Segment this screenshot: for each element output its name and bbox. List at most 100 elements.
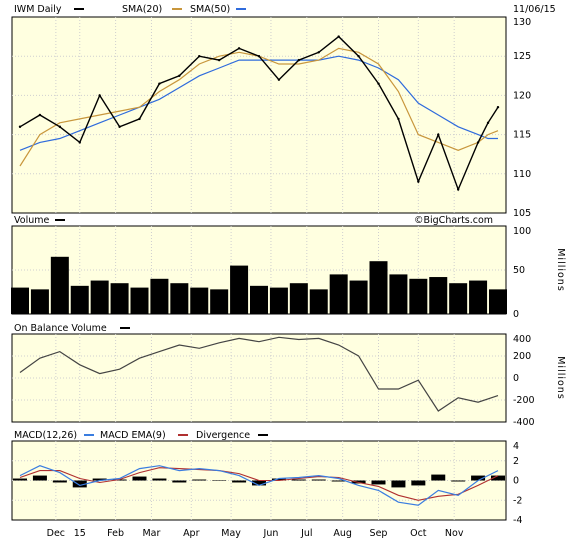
price-point-23 (476, 141, 480, 144)
divergence-bar-13 (271, 478, 286, 481)
volume-bar-19 (389, 274, 408, 314)
ytick-obv-4: 400 (513, 334, 531, 345)
price-point-6 (138, 117, 141, 121)
xtick-8: Aug (333, 528, 352, 539)
ytick-obv-0: -400 (513, 417, 535, 428)
price-point-2 (58, 125, 62, 128)
volume-bar-15 (309, 289, 328, 314)
volume-bar-22 (449, 283, 468, 314)
price-point-22 (456, 188, 460, 191)
sma50-label: SMA(50) (190, 4, 230, 15)
price-point-12 (257, 55, 261, 58)
price-point-21 (437, 133, 440, 136)
volume-bar-3 (70, 285, 89, 314)
price-point-5 (118, 125, 121, 128)
obv-line (19, 336, 499, 412)
ytick-volume-2: 100 (513, 226, 531, 237)
divergence-bar-1 (32, 475, 47, 481)
volume-bar-16 (329, 274, 348, 314)
volume-bar-4 (90, 280, 109, 314)
ytick-macd-2: 0 (513, 476, 519, 487)
macd-label: MACD(12,26) (14, 430, 77, 441)
macd-legend-swatch (84, 434, 94, 436)
volume-label: Volume (14, 215, 49, 226)
macd-ema-legend-swatch (178, 434, 188, 436)
volume-bar-11 (230, 265, 249, 314)
ytick-obv-3: 200 (513, 351, 531, 362)
obv-unit-label: Millions (555, 356, 566, 400)
price-point-3 (78, 141, 81, 144)
obv-label: On Balance Volume (14, 323, 107, 334)
divergence-bar-7 (152, 478, 167, 481)
price-point-9 (198, 55, 201, 58)
xtick-1: 15 (74, 528, 86, 539)
volume-bar-13 (269, 287, 288, 314)
ytick-macd-0: -4 (513, 515, 522, 526)
volume-bar-12 (250, 285, 268, 314)
price-point-25 (496, 105, 500, 109)
divergence-bar-6 (132, 476, 147, 481)
volume-bar-9 (190, 287, 209, 314)
divergence-bar-23 (471, 475, 486, 481)
divergence-bar-10 (212, 480, 227, 481)
axis-labels: 105 110 115 120 125 130 0 50 100 -400 -200 0 200 400 -… (47, 17, 535, 539)
ytick-price-2: 115 (513, 130, 531, 141)
price-point-4 (98, 94, 101, 97)
divergence-bar-21 (431, 474, 446, 481)
volume-bar-14 (289, 283, 308, 314)
xtick-2: Feb (107, 528, 124, 539)
divergence-bar-8 (172, 480, 187, 483)
volume-bar-24 (489, 289, 507, 314)
volume-bar-1 (30, 289, 49, 314)
macd-ema-label: MACD EMA(9) (100, 430, 166, 441)
divergence-legend-swatch (258, 434, 268, 436)
sma20-legend-swatch (172, 8, 182, 10)
xtick-4: Apr (183, 528, 200, 539)
volume-bar-2 (50, 256, 69, 314)
ytick-price-0: 105 (513, 208, 531, 219)
volume-unit-label: Millions (555, 248, 566, 292)
ytick-price-1: 110 (513, 169, 531, 180)
ytick-price-5: 130 (513, 17, 531, 28)
volume-bar-20 (409, 278, 428, 314)
divergence-bar-22 (451, 480, 466, 482)
ytick-volume-0: 0 (513, 309, 519, 320)
price-point-16 (337, 35, 340, 38)
volume-bar-0 (11, 287, 29, 314)
price-line (19, 35, 499, 192)
xtick-7: Jul (300, 528, 312, 539)
divergence-label: Divergence (196, 430, 250, 441)
price-point-20 (417, 180, 420, 183)
xtick-0: Dec (47, 528, 65, 539)
price-legend-swatch (74, 8, 84, 10)
ytick-volume-1: 50 (513, 265, 525, 276)
volume-bar-7 (150, 278, 169, 314)
volume-legend-swatch (55, 219, 65, 221)
price-point-8 (178, 74, 181, 78)
macd-line (19, 465, 499, 506)
volume-bar-23 (469, 280, 488, 314)
price-point-19 (397, 117, 400, 121)
divergence-bar-19 (391, 480, 406, 488)
price-point-18 (377, 82, 380, 85)
price-point-17 (357, 55, 360, 58)
xtick-5: May (221, 528, 241, 539)
divergence-bar-24 (491, 475, 505, 481)
divergence-bar-15 (311, 479, 326, 481)
divergence-bar-12 (252, 480, 266, 486)
price-point-11 (237, 47, 241, 50)
price-point-0 (18, 125, 22, 128)
xtick-6: Jun (263, 528, 279, 539)
ytick-obv-2: 0 (513, 373, 519, 384)
volume-bar-21 (429, 277, 448, 314)
volume-bar-17 (349, 280, 368, 314)
divergence-bar-2 (52, 480, 67, 483)
ytick-obv-1: -200 (513, 395, 535, 406)
ytick-price-4: 125 (513, 51, 531, 62)
price-point-24 (486, 121, 490, 125)
divergence-bar-3 (72, 480, 87, 488)
sma20-label: SMA(20) (122, 4, 162, 15)
divergence-bar-11 (232, 480, 247, 483)
ytick-macd-4: 4 (513, 441, 519, 452)
